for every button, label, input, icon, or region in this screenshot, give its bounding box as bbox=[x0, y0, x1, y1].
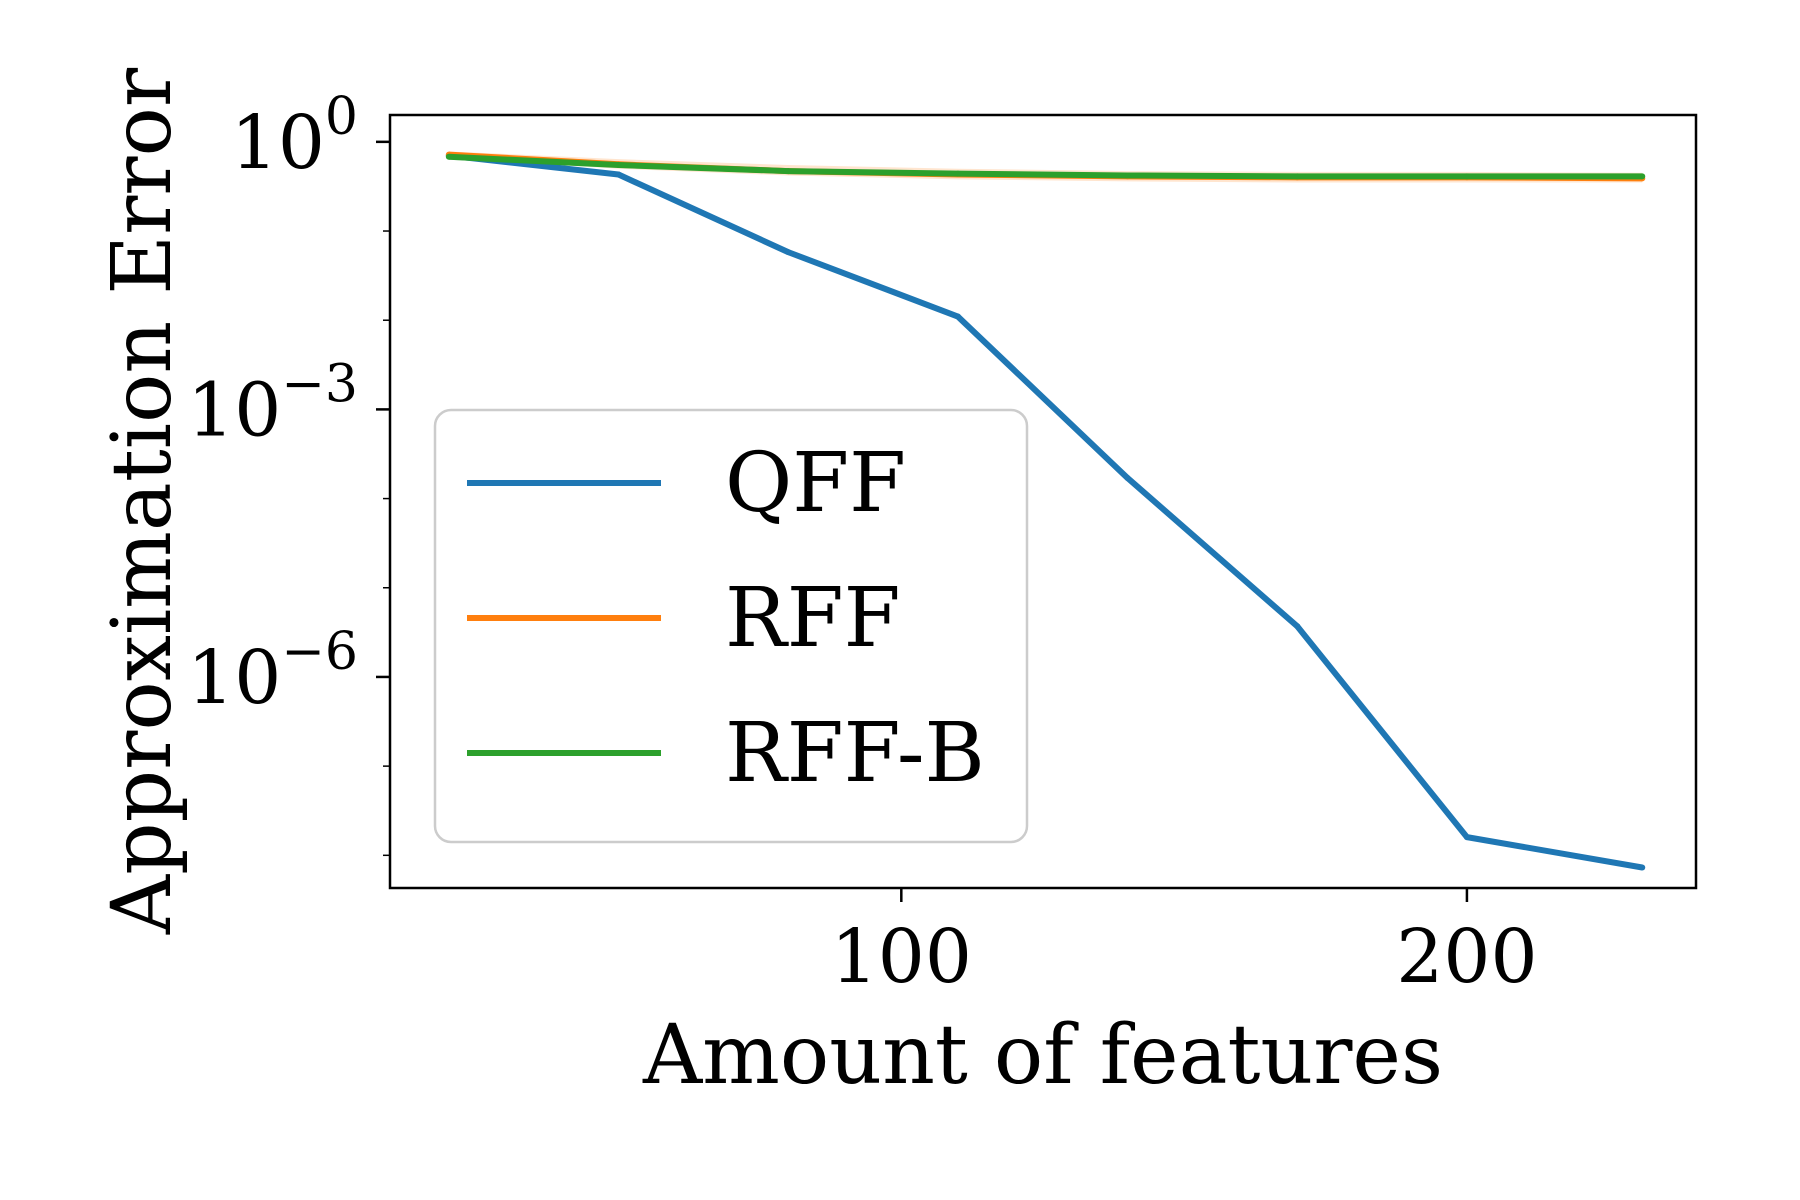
qff-point bbox=[1639, 864, 1646, 871]
rff-b-point bbox=[785, 168, 792, 175]
qff-point bbox=[1294, 623, 1301, 630]
qff-point bbox=[785, 249, 792, 256]
legend-entry-rff: RFF bbox=[467, 571, 901, 666]
plot-frame bbox=[388, 113, 1698, 890]
rff-b-point bbox=[1294, 173, 1301, 180]
y-tick-label: 10−6 bbox=[187, 622, 358, 721]
y-tick-label: 100 bbox=[231, 87, 358, 186]
x-axis-ticks: 100 200 bbox=[831, 888, 1538, 1000]
rff-b-point bbox=[445, 153, 452, 160]
qff-point bbox=[1463, 834, 1470, 841]
qff-line bbox=[448, 152, 1643, 871]
series-rff-b bbox=[445, 153, 1646, 180]
legend-entry-rff-b: RFF-B bbox=[467, 706, 985, 801]
y-tick-label: 10−3 bbox=[187, 354, 358, 453]
x-tick-label: 100 bbox=[831, 914, 972, 1000]
x-axis-label: Amount of features bbox=[642, 1008, 1443, 1103]
series-qff bbox=[445, 152, 1646, 871]
rff-b-point bbox=[615, 162, 622, 169]
rff-b-point bbox=[1463, 173, 1470, 180]
series-lines bbox=[445, 151, 1646, 871]
legend-box bbox=[433, 408, 1029, 844]
qff-point bbox=[954, 313, 961, 320]
rff-b-point bbox=[954, 170, 961, 177]
legend-label: RFF-B bbox=[725, 706, 985, 801]
rff-b-point bbox=[1124, 172, 1131, 179]
legend-entry-qff: QFF bbox=[467, 436, 906, 531]
qff-point bbox=[615, 171, 622, 178]
y-axis-ticks: 100 10−3 10−6 bbox=[187, 87, 390, 857]
qff-point bbox=[1124, 475, 1131, 482]
legend-entries: QFF RFF RFF-B bbox=[467, 436, 985, 801]
rff-b-line bbox=[448, 153, 1643, 180]
legend-label: QFF bbox=[725, 436, 906, 531]
legend-label: RFF bbox=[725, 571, 901, 666]
rff-b-point bbox=[1639, 173, 1646, 180]
x-tick-label: 200 bbox=[1396, 914, 1537, 1000]
legend: QFF RFF RFF-B bbox=[433, 408, 1029, 844]
y-axis-label: Approximation Error bbox=[95, 67, 190, 935]
